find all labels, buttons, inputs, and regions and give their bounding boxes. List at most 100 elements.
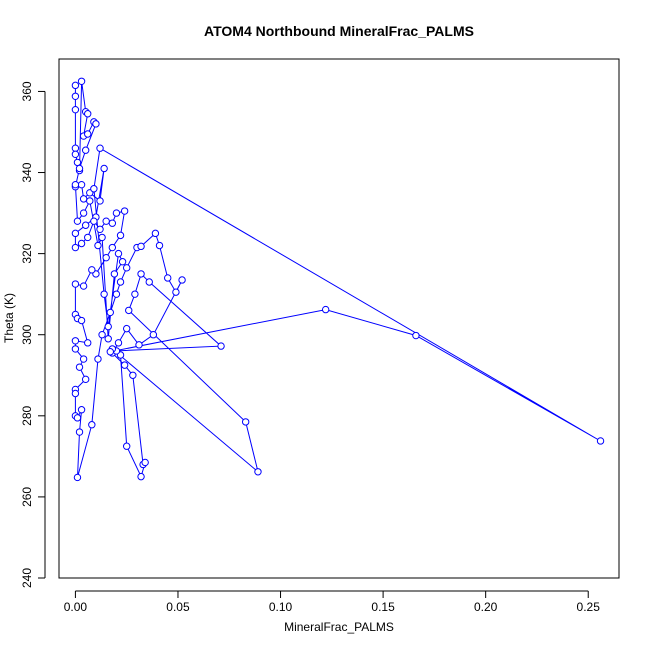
data-point [116,231,125,240]
data-point [104,322,112,331]
data-point [71,389,80,398]
data-point [122,442,131,450]
data-point [100,290,108,298]
data-point [241,418,250,426]
data-point [71,280,80,288]
data-point [137,472,145,481]
data-point [137,270,145,278]
data-point [77,406,86,414]
data-point [116,278,125,286]
data-point [412,331,420,340]
data-point [149,331,158,339]
data-point [151,229,160,238]
data-point [96,144,104,152]
data-point [71,105,80,114]
x-tick-label: 0.15 [371,600,395,614]
data-point [75,428,84,436]
x-axis: 0.00 0.05 0.10 0.15 0.20 0.25 [64,590,601,614]
data-point [122,324,131,333]
data-point [112,209,121,217]
data-point [155,241,164,250]
data-point [114,339,123,347]
data-point [73,158,82,167]
data-point [96,197,104,205]
data-point [102,217,110,225]
data-point [71,150,80,158]
data-point [131,290,139,298]
data-point [98,233,106,242]
data-point [81,221,90,229]
data-point [100,164,108,173]
data-point [84,339,92,347]
y-tick-label: 280 [20,405,34,425]
data-point [98,331,106,339]
y-axis: 240 260 280 300 320 340 360 [20,81,46,588]
data-point [77,180,86,189]
data-point [75,363,84,371]
data-point [79,355,88,363]
data-point [84,233,92,242]
data-point [102,253,110,262]
chart-title: ATOM4 Northbound MineralFrac_PALMS [204,23,474,39]
data-point [106,308,114,317]
data-point [122,264,131,272]
data-point [81,375,90,384]
x-tick-label: 0.20 [474,600,498,614]
data-point [96,225,104,233]
data-point [77,77,86,86]
data-point [90,217,98,225]
y-tick-label: 320 [20,243,34,263]
series-layer [71,77,605,482]
data-point [88,421,96,429]
data-point [217,342,225,350]
data-point [71,243,80,252]
data-point [94,241,102,250]
data-point [145,278,153,286]
data-point [79,209,88,217]
data-point [172,288,180,296]
data-point [112,290,121,298]
data-point [71,337,80,345]
data-point [135,341,143,349]
y-tick-label: 340 [20,162,34,182]
data-point [90,185,98,193]
data-point [129,371,137,379]
x-tick-label: 0.10 [269,600,293,614]
data-point [108,219,117,227]
data-point [92,120,100,128]
data-point [104,335,112,343]
data-point [137,242,145,251]
data-point [73,473,82,482]
data-point [321,305,330,314]
data-point [94,355,102,363]
data-point [73,414,82,422]
data-point [77,316,86,325]
y-axis-label: Theta (K) [2,293,16,343]
data-point [164,274,172,282]
data-point [108,243,117,252]
series-line [74,81,601,479]
data-point [254,468,262,476]
x-tick-label: 0.25 [577,600,601,614]
data-point [106,348,114,356]
data-point [118,258,127,266]
data-point [75,164,84,173]
data-point [114,249,123,258]
data-point [84,110,92,118]
data-point [71,180,80,189]
data-point [81,146,90,154]
data-point [84,130,92,138]
data-point [120,207,129,215]
y-tick-label: 260 [20,487,34,507]
data-point [71,345,80,353]
data-point [79,282,88,290]
data-point [120,361,129,369]
y-tick-label: 300 [20,324,34,344]
data-point [71,81,80,90]
data-point [77,239,86,248]
x-tick-label: 0.05 [166,600,190,614]
data-point [141,458,149,467]
data-point [73,217,82,225]
plot-frame [58,58,620,579]
